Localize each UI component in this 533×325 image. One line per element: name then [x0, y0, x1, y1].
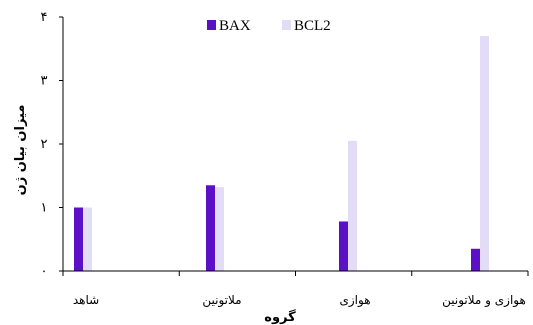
bar-bax-2 [339, 221, 348, 271]
bar-bcl2-2 [348, 140, 357, 271]
bar-bcl2-1 [215, 187, 224, 271]
chart-axes: ۰ ۱ ۲ ۳ ۴ شاهد ملاتونین هوازی هوازی و ملاتونین [41, 10, 529, 308]
bar-bax-3 [471, 248, 480, 271]
legend-label-bax: BAX [219, 18, 251, 34]
x-category-label-2: هوازی [339, 293, 370, 308]
chart-marks [74, 36, 489, 271]
y-tick-label-0: ۰ [41, 264, 48, 279]
bar-bcl2-3 [480, 36, 489, 271]
legend-label-bcl2: BCL2 [294, 18, 331, 34]
y-tick-label-4: ۴ [41, 10, 48, 25]
y-tick-label-2: ۲ [41, 137, 48, 152]
x-axis-title: گروه [264, 309, 296, 325]
x-category-label-3: هوازی و ملاتونین [442, 293, 526, 308]
bar-bax-1 [206, 185, 215, 271]
chart-legend: BAX BCL2 [207, 18, 331, 34]
legend-swatch-bcl2 [282, 20, 291, 30]
y-axis-title: میزان بیان ژن [13, 105, 28, 196]
legend-swatch-bax [207, 20, 216, 30]
y-tick-label-3: ۳ [41, 74, 48, 89]
x-category-label-0: شاهد [73, 293, 99, 307]
bar-bax-0 [74, 207, 83, 271]
x-category-label-1: ملاتونین [202, 293, 241, 308]
bar-bcl2-0 [83, 207, 92, 271]
y-tick-label-1: ۱ [41, 201, 48, 216]
